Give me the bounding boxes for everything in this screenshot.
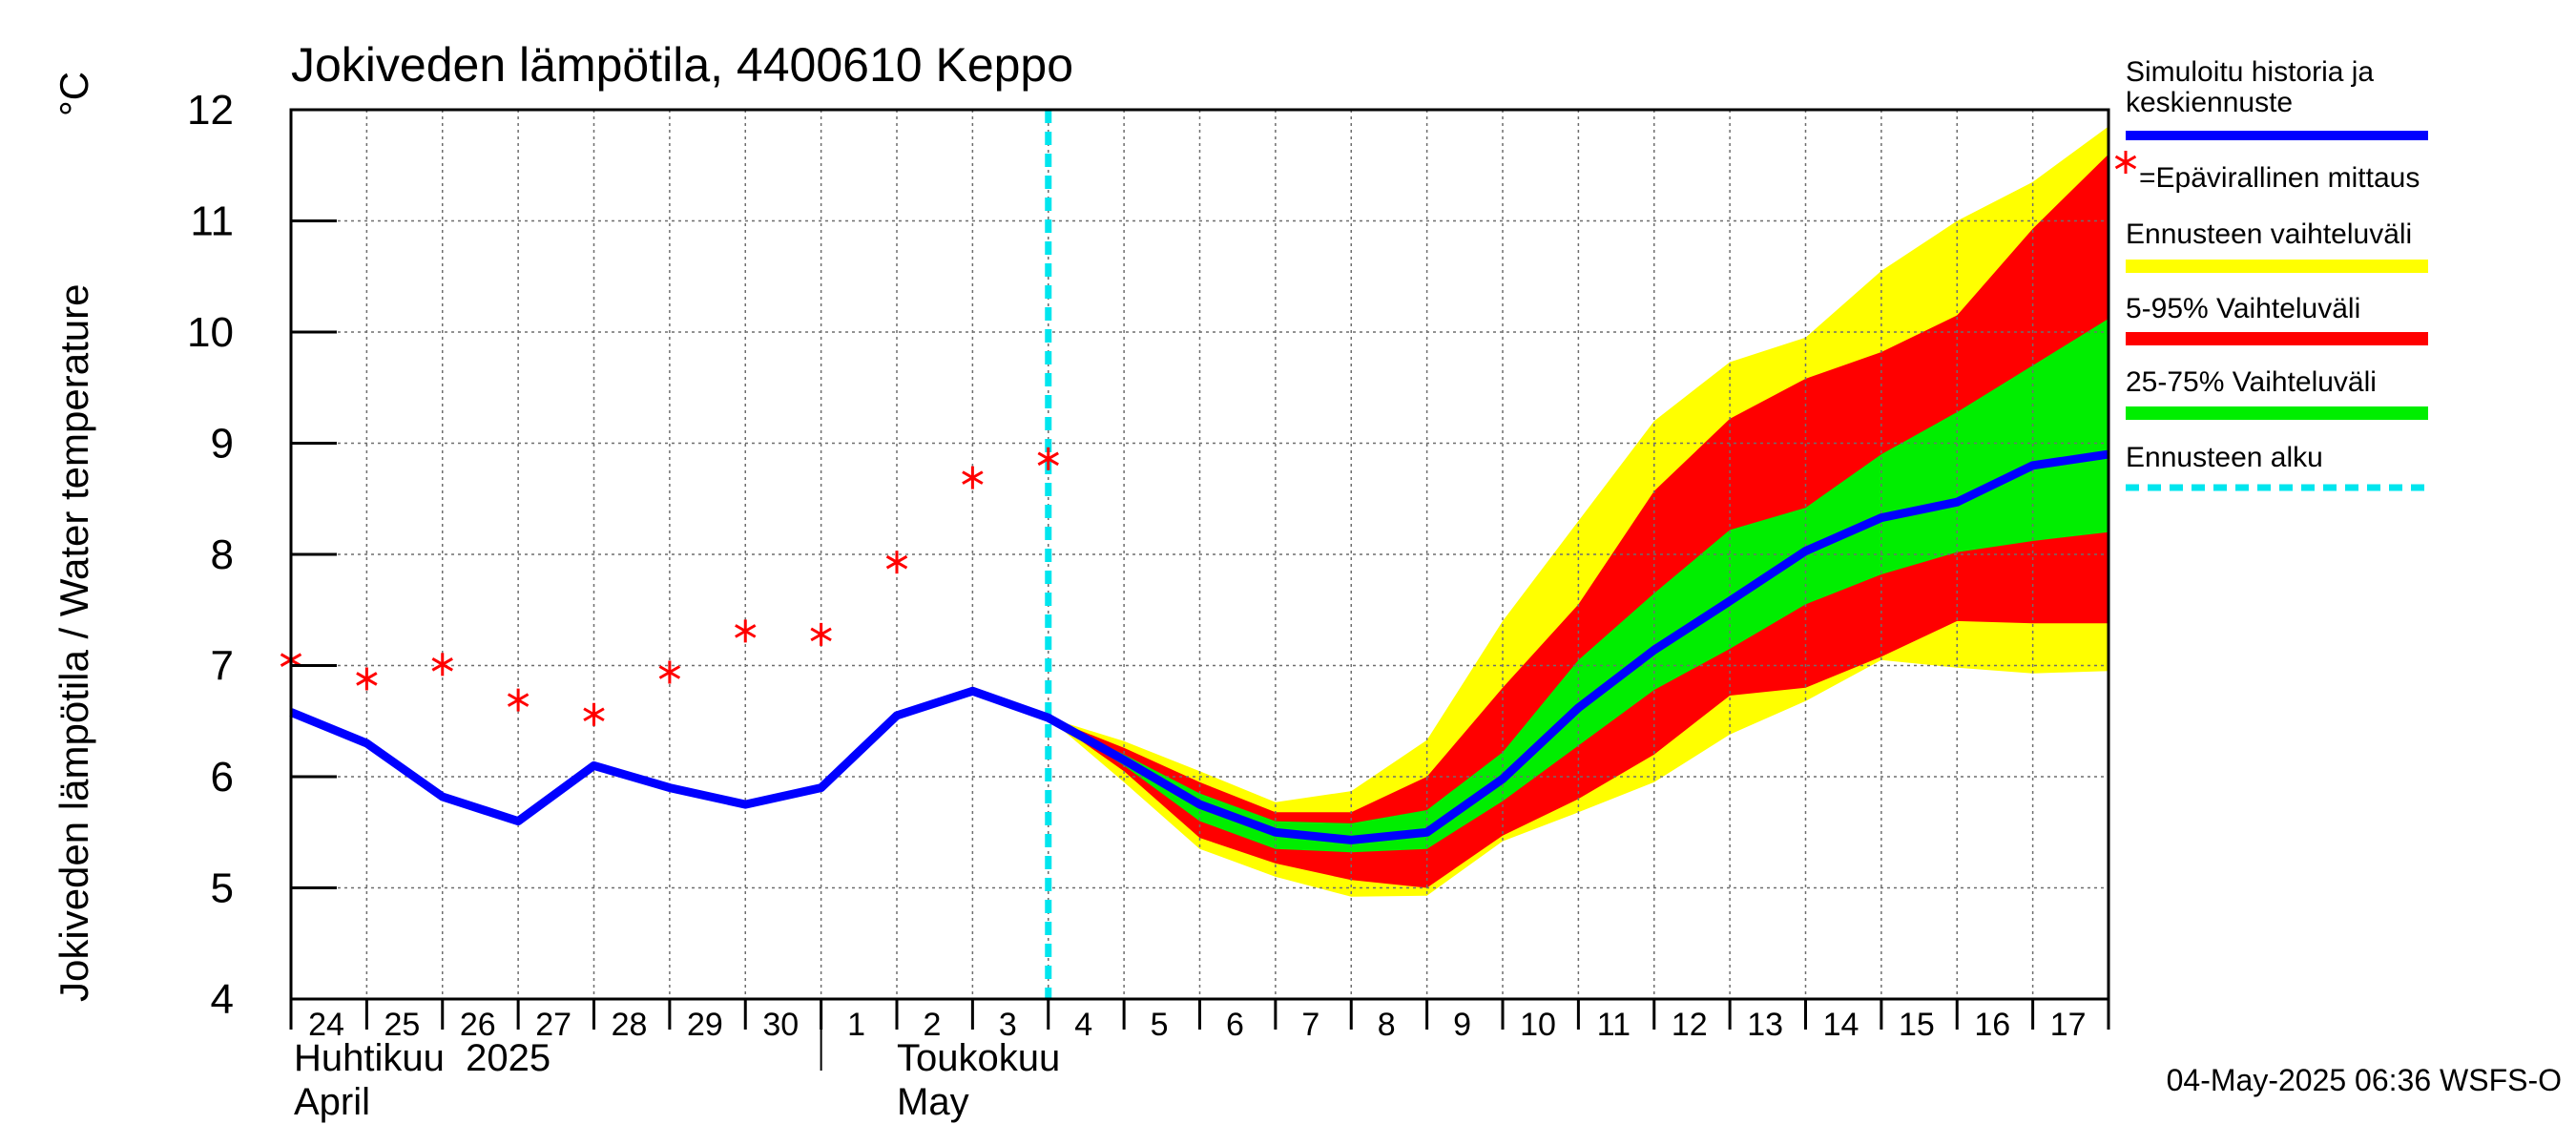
- x-tick-label: 12: [1672, 1007, 1708, 1043]
- measurement-marker: [1037, 447, 1059, 470]
- x-tick-label: 29: [687, 1007, 723, 1043]
- x-tick-label: 30: [762, 1007, 799, 1043]
- legend: Simuloitu historia ja keskiennuste =Epäv…: [2114, 56, 2428, 491]
- month-label-april-en: April: [294, 1081, 370, 1123]
- x-tick-label: 6: [1226, 1007, 1244, 1043]
- month-label-may-fi: Toukokuu: [897, 1037, 1060, 1079]
- measurement-marker: [885, 551, 908, 574]
- x-tick-label: 28: [612, 1007, 648, 1043]
- y-tick-label: 6: [211, 754, 234, 801]
- axes: [289, 108, 2110, 1071]
- x-tick-label: 25: [384, 1007, 420, 1043]
- measurement-marker: [356, 667, 378, 691]
- x-tick-label: 17: [2050, 1007, 2087, 1043]
- x-tick-label: 1: [847, 1007, 865, 1043]
- y-tick-label: 7: [211, 643, 234, 690]
- month-label-may-en: May: [897, 1081, 969, 1123]
- timestamp: 04-May-2025 06:36 WSFS-O: [2167, 1063, 2562, 1097]
- legend-marker-icon: [2114, 151, 2137, 174]
- x-tick-label: 9: [1453, 1007, 1471, 1043]
- band-forecast-range: [1048, 126, 2109, 897]
- y-tick-label: 11: [190, 198, 234, 245]
- measurement-marker: [962, 466, 984, 489]
- x-tick-label: 14: [1823, 1007, 1859, 1043]
- legend-swatch-measurement: [2114, 151, 2137, 174]
- measurement-marker: [810, 622, 832, 646]
- legend-label-forecast-range: Ennusteen vaihteluväli: [2126, 219, 2412, 250]
- legend-label-forecast-start: Ennusteen alku: [2126, 442, 2323, 473]
- y-tick-label: 12: [187, 87, 234, 134]
- y-tick-label: 4: [211, 976, 234, 1023]
- x-tick-label: 16: [1974, 1007, 2010, 1043]
- y-tick-label: 10: [187, 309, 234, 356]
- y-tick-label: 5: [211, 865, 234, 912]
- measurement-marker: [431, 653, 453, 677]
- y-tick-labels: 4 5 6 7 8 9 10 11 12: [187, 87, 234, 1023]
- mean-line-layer: [289, 449, 2109, 844]
- x-tick-label: 4: [1074, 1007, 1092, 1043]
- grid: [291, 110, 2109, 999]
- x-tick-label: 13: [1747, 1007, 1783, 1043]
- x-tick-label: 15: [1899, 1007, 1935, 1043]
- measurement-marker: [658, 660, 681, 684]
- x-tick-label: 3: [999, 1007, 1017, 1043]
- x-tick-label: 26: [460, 1007, 496, 1043]
- measurement-marker: [583, 702, 605, 726]
- legend-label-mean-line: Simuloitu historia ja keskiennuste: [2126, 56, 2381, 118]
- x-tick-label: 5: [1151, 1007, 1169, 1043]
- month-label-april-fi: Huhtikuu 2025: [294, 1037, 551, 1079]
- y-tick-label: 8: [211, 531, 234, 578]
- x-tick-label: 2: [924, 1007, 942, 1043]
- x-tick-label: 24: [308, 1007, 344, 1043]
- measurement-marker: [507, 688, 530, 712]
- y-axis-unit: °C: [52, 72, 96, 116]
- x-tick-label: 7: [1301, 1007, 1319, 1043]
- legend-label-measurement: =Epävirallinen mittaus: [2139, 162, 2420, 194]
- y-tick-label: 9: [211, 421, 234, 468]
- x-tick-label: 10: [1520, 1007, 1556, 1043]
- x-tick-label: 11: [1597, 1007, 1631, 1043]
- legend-label-p25-75: 25-75% Vaihteluväli: [2126, 366, 2377, 398]
- measurement-marker: [735, 619, 757, 643]
- x-tick-labels: 24 25 26 27 28 29 30 1 2 3 4 5 6 7 8 9 10 11 12 13 14 15 16 17: [308, 1007, 2086, 1043]
- x-tick-label: 8: [1378, 1007, 1396, 1043]
- legend-label-p5-95: 5-95% Vaihteluväli: [2126, 293, 2360, 324]
- legend-label-mean-line-1: Simuloitu historia ja: [2126, 56, 2374, 88]
- legend-label-mean-line-2: keskiennuste: [2126, 87, 2293, 118]
- chart-title: Jokiveden lämpötila, 4400610 Keppo: [291, 38, 1073, 92]
- y-axis-label: Jokiveden lämpötila / Water temperature: [52, 284, 96, 1002]
- x-tick-label: 27: [535, 1007, 571, 1043]
- mean-line: [289, 449, 2109, 844]
